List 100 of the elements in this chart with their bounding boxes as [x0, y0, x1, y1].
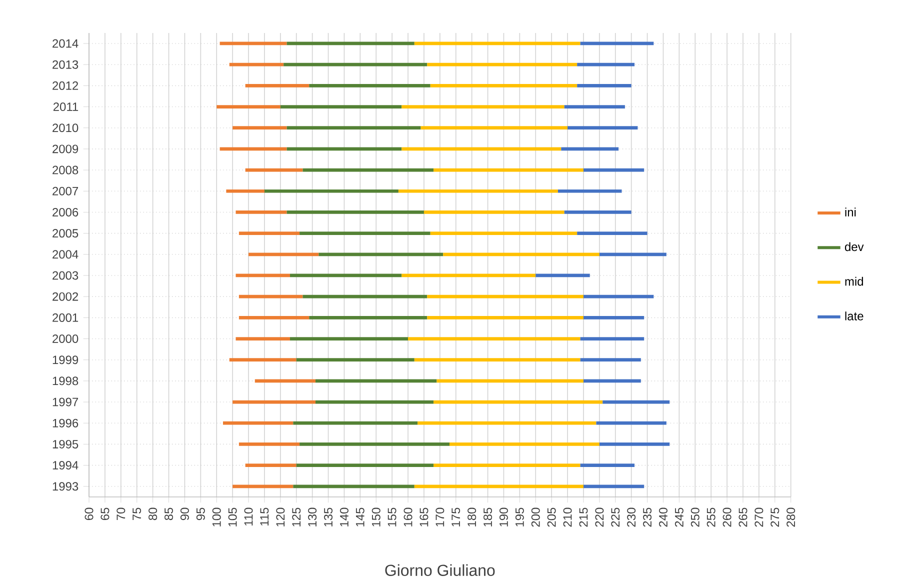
x-tick-label: 65: [100, 508, 110, 520]
y-tick-label: 2002: [52, 292, 78, 301]
x-tick-label: 270: [754, 508, 764, 526]
bar: [568, 126, 638, 130]
x-tick-label: 170: [436, 508, 444, 526]
x-tick-label: 85: [164, 508, 174, 520]
bar: [402, 104, 564, 108]
y-tick-label: 2000: [52, 334, 78, 343]
bar: [223, 421, 294, 425]
bar: [229, 62, 284, 66]
bar: [596, 421, 666, 425]
bar: [427, 294, 584, 298]
x-tick-label: 150: [372, 508, 380, 526]
y-tick-label: 2001: [52, 313, 78, 322]
bar: [226, 189, 264, 193]
legend-label: late: [845, 311, 864, 320]
x-tick-label: 165: [420, 508, 428, 526]
bar: [583, 316, 644, 320]
bar: [577, 62, 635, 66]
x-tick-label: 110: [244, 508, 253, 526]
y-tick-label: 2007: [52, 186, 78, 196]
bar: [300, 442, 450, 446]
bar: [254, 379, 316, 382]
y-tick-label: 1994: [52, 460, 78, 470]
x-tick-label: 90: [180, 508, 189, 520]
x-tick-label: 215: [579, 508, 588, 526]
y-tick-label: 1999: [52, 355, 78, 364]
bar: [418, 421, 596, 425]
y-tick-label: 2003: [52, 271, 78, 280]
bar: [302, 294, 428, 298]
bar: [216, 104, 280, 108]
bar: [408, 336, 580, 340]
bar: [309, 84, 430, 88]
bar: [232, 484, 294, 488]
bar: [430, 84, 578, 88]
y-tick-label: 2014: [52, 39, 78, 48]
x-tick-label: 225: [611, 508, 620, 526]
bar: [420, 126, 568, 130]
bar: [238, 442, 300, 446]
bar: [564, 210, 632, 214]
x-tick-label: 185: [484, 508, 492, 526]
x-tick-label: 210: [563, 508, 572, 526]
bar: [248, 252, 319, 256]
x-tick-label: 195: [515, 508, 524, 526]
bar: [245, 463, 296, 467]
y-tick-label: 2008: [52, 166, 78, 174]
x-tick-label: 140: [340, 508, 348, 526]
legend-label: mid: [845, 276, 863, 286]
y-tick-label: 2012: [52, 81, 78, 90]
y-tick-label: 2004: [52, 250, 78, 258]
x-tick-label: 180: [468, 508, 476, 526]
y-tick-label: 2010: [52, 123, 78, 132]
bar: [293, 484, 414, 488]
x-tick-label: 255: [706, 508, 716, 526]
x-tick-label: 260: [722, 508, 732, 526]
bar: [236, 210, 287, 214]
bar: [286, 126, 421, 130]
x-tick-label: 105: [228, 508, 237, 526]
y-tick-label: 2005: [52, 228, 78, 238]
bar: [398, 189, 558, 193]
bar: [296, 463, 434, 467]
bar: [577, 84, 632, 88]
bar: [436, 379, 584, 382]
bar: [599, 252, 666, 256]
bar: [309, 316, 428, 320]
bar: [577, 231, 648, 235]
bar: [296, 358, 414, 362]
y-tick-label: 1997: [52, 398, 78, 406]
x-tick-label: 245: [674, 508, 684, 526]
x-tick-label: 190: [499, 508, 508, 526]
legend-label: ini: [845, 207, 856, 216]
x-tick-label: 95: [196, 508, 205, 520]
x-tick-label: 265: [738, 508, 748, 526]
x-tick-label: 120: [276, 508, 285, 526]
legend-label: dev: [844, 242, 864, 251]
x-tick-label: 200: [531, 508, 540, 526]
bar: [424, 210, 564, 214]
bar: [229, 358, 296, 362]
bar: [564, 104, 625, 108]
bar: [443, 252, 600, 256]
x-tick-label: 280: [786, 508, 796, 526]
bar: [318, 252, 444, 256]
x-tick-label: 155: [388, 508, 396, 526]
bar: [290, 336, 408, 340]
y-tick-label: 1995: [52, 440, 78, 448]
bar: [580, 463, 635, 467]
bar: [284, 62, 428, 66]
bar: [238, 231, 300, 235]
bar: [583, 484, 644, 488]
y-tick-label: 2011: [53, 102, 78, 111]
y-tick-label: 1996: [52, 418, 78, 428]
x-tick-label: 115: [260, 508, 269, 526]
bar: [427, 316, 584, 320]
y-tick-label: 1993: [52, 482, 78, 490]
y-tick-label: 2009: [52, 144, 78, 153]
y-tick-label: 2013: [52, 60, 78, 69]
bar: [580, 358, 641, 362]
x-tick-label: 235: [643, 508, 652, 526]
y-tick-label: 2006: [52, 208, 78, 216]
bar: [434, 463, 580, 467]
